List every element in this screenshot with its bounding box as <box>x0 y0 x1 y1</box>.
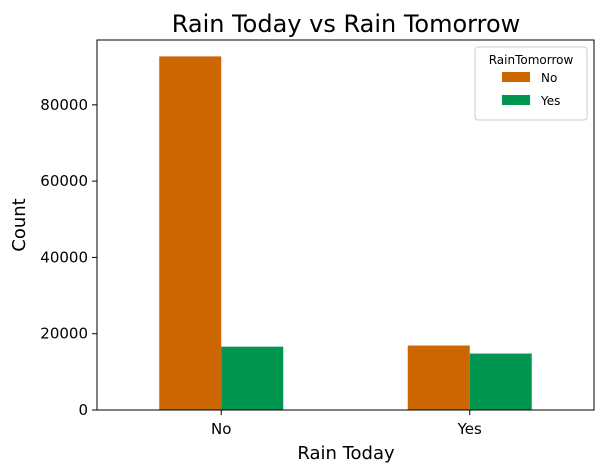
bar-no-yes <box>221 346 284 410</box>
y-tick-label: 40000 <box>40 248 88 266</box>
y-tick-label: 20000 <box>40 325 88 343</box>
y-tick-label: 80000 <box>40 96 88 114</box>
x-axis: No Yes <box>211 410 482 438</box>
chart-title: Rain Today vs Rain Tomorrow <box>172 10 521 38</box>
x-tick-label: No <box>211 420 231 438</box>
y-tick-label: 60000 <box>40 172 88 190</box>
legend-label-yes: Yes <box>540 94 560 108</box>
legend: RainTomorrow No Yes <box>474 46 588 121</box>
bar-no-no <box>159 56 222 410</box>
x-axis-label: Rain Today <box>297 443 395 464</box>
legend-swatch-no <box>502 72 530 82</box>
bar-yes-no <box>407 345 470 410</box>
y-axis-label: Count <box>9 198 30 251</box>
legend-swatch-yes <box>502 95 530 105</box>
legend-title: RainTomorrow <box>489 53 574 67</box>
legend-label-no: No <box>541 71 557 85</box>
plot-frame <box>96 39 595 411</box>
bar-yes-yes <box>469 353 532 410</box>
y-tick-label: 0 <box>78 401 88 419</box>
y-axis: 0 20000 40000 60000 80000 <box>40 96 97 419</box>
x-tick-label: Yes <box>457 420 482 438</box>
bars-group <box>159 56 532 410</box>
